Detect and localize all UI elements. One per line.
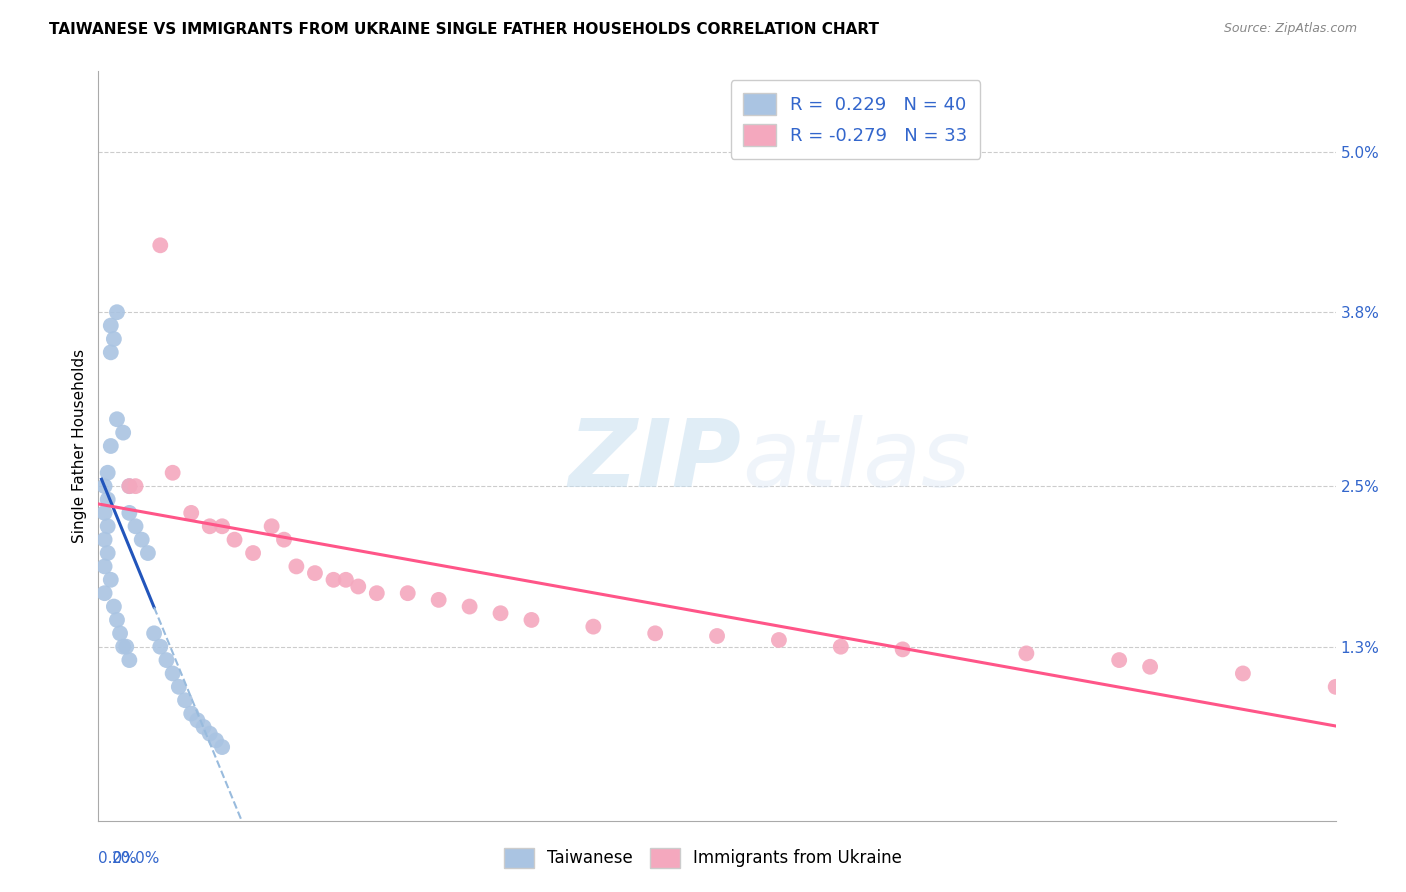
Legend: Taiwanese, Immigrants from Ukraine: Taiwanese, Immigrants from Ukraine: [498, 841, 908, 875]
Point: [285, 559, 308, 574]
Point: [211, 519, 233, 533]
Point: [335, 573, 357, 587]
Point: [322, 573, 344, 587]
Point: [97, 492, 120, 507]
Point: [93, 586, 115, 600]
Point: [211, 740, 233, 755]
Point: [304, 566, 326, 581]
Point: [105, 412, 128, 426]
Point: [118, 653, 141, 667]
Y-axis label: Single Father Households: Single Father Households: [72, 349, 87, 543]
Point: [118, 479, 141, 493]
Point: [100, 439, 122, 453]
Point: [180, 706, 202, 721]
Point: [97, 546, 120, 560]
Point: [105, 613, 128, 627]
Point: [97, 466, 120, 480]
Point: [644, 626, 666, 640]
Point: [93, 559, 115, 574]
Point: [93, 533, 115, 547]
Point: [427, 592, 450, 607]
Point: [103, 599, 125, 614]
Point: [93, 479, 115, 493]
Point: [124, 519, 146, 533]
Point: [198, 519, 221, 533]
Point: [520, 613, 543, 627]
Point: [224, 533, 246, 547]
Text: atlas: atlas: [742, 416, 970, 507]
Point: [1139, 660, 1161, 674]
Point: [100, 345, 122, 359]
Point: [100, 573, 122, 587]
Point: [489, 607, 512, 621]
Point: [706, 629, 728, 643]
Point: [180, 506, 202, 520]
Point: [118, 506, 141, 520]
Point: [136, 546, 159, 560]
Text: ZIP: ZIP: [569, 415, 742, 507]
Text: 20.0%: 20.0%: [112, 851, 160, 865]
Point: [93, 506, 115, 520]
Point: [112, 425, 135, 440]
Legend: R =  0.229   N = 40, R = -0.279   N = 33: R = 0.229 N = 40, R = -0.279 N = 33: [731, 80, 980, 159]
Point: [891, 642, 914, 657]
Point: [1232, 666, 1254, 681]
Point: [118, 479, 141, 493]
Point: [112, 640, 135, 654]
Point: [186, 714, 208, 728]
Point: [396, 586, 419, 600]
Point: [100, 318, 122, 333]
Point: [167, 680, 190, 694]
Point: [131, 533, 153, 547]
Point: [174, 693, 197, 707]
Point: [193, 720, 215, 734]
Point: [830, 640, 852, 654]
Point: [115, 640, 138, 654]
Point: [205, 733, 228, 747]
Point: [242, 546, 264, 560]
Point: [1324, 680, 1347, 694]
Text: 0.0%: 0.0%: [98, 851, 138, 865]
Point: [1015, 646, 1038, 660]
Point: [124, 479, 146, 493]
Point: [97, 519, 120, 533]
Point: [458, 599, 481, 614]
Point: [143, 626, 166, 640]
Point: [768, 633, 790, 648]
Point: [149, 238, 172, 252]
Point: [162, 666, 184, 681]
Point: [149, 640, 172, 654]
Point: [347, 580, 370, 594]
Text: Source: ZipAtlas.com: Source: ZipAtlas.com: [1223, 22, 1357, 36]
Point: [582, 619, 605, 633]
Point: [273, 533, 295, 547]
Point: [162, 466, 184, 480]
Point: [103, 332, 125, 346]
Point: [366, 586, 388, 600]
Point: [155, 653, 177, 667]
Point: [198, 726, 221, 740]
Point: [108, 626, 131, 640]
Text: TAIWANESE VS IMMIGRANTS FROM UKRAINE SINGLE FATHER HOUSEHOLDS CORRELATION CHART: TAIWANESE VS IMMIGRANTS FROM UKRAINE SIN…: [49, 22, 879, 37]
Point: [260, 519, 283, 533]
Point: [105, 305, 128, 319]
Point: [1108, 653, 1130, 667]
